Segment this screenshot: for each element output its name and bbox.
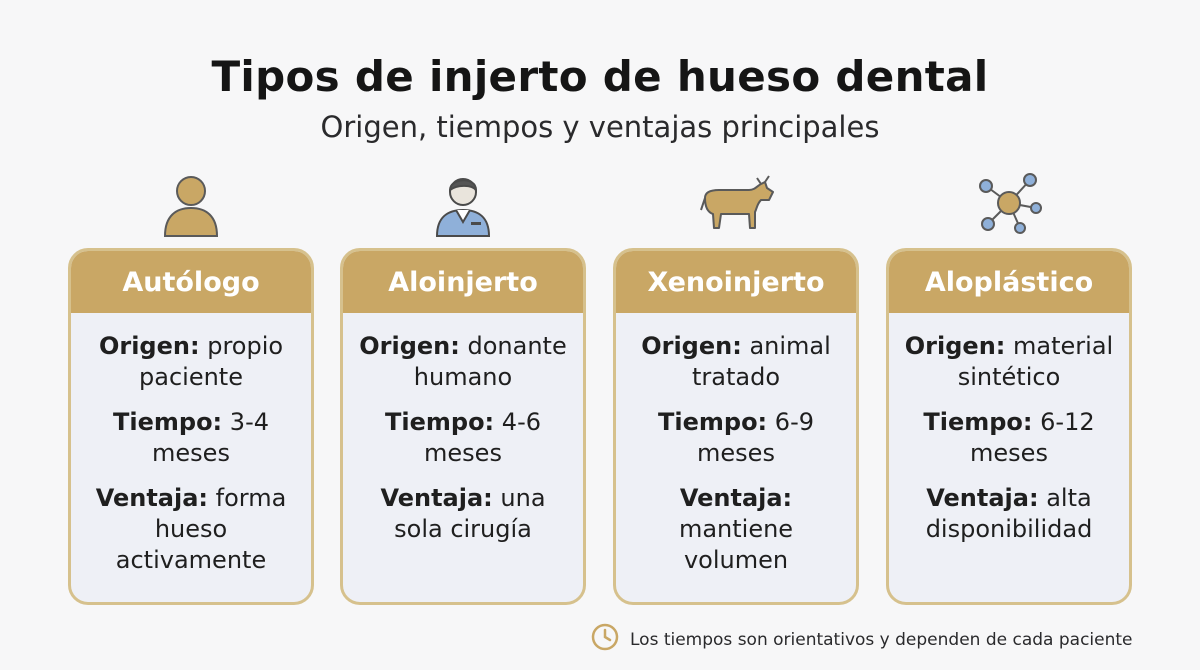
origin-field: Origen: material sintético	[904, 332, 1114, 391]
time-field: Tiempo: 4-6 meses	[385, 408, 541, 467]
origin-field: Origen: propio paciente	[98, 332, 284, 391]
clock-icon	[590, 622, 620, 657]
advantage-field: Ventaja: una sola cirugía	[380, 484, 546, 543]
page-subtitle: Origen, tiempos y ventajas principales	[320, 110, 880, 144]
card-aloinjerto: Aloinjerto Origen: donante humano Tiempo…	[340, 248, 586, 605]
card-autologo: Autólogo Origen: propio paciente Tiempo:…	[68, 248, 314, 605]
card-xenoinjerto: Xenoinjerto Origen: animal tratado Tiemp…	[613, 248, 859, 605]
donor-person-icon	[423, 170, 503, 240]
origin-field: Origen: animal tratado	[641, 332, 831, 391]
note-text: Los tiempos son orientativos y dependen …	[630, 629, 1133, 650]
origin-field: Origen: donante humano	[359, 332, 567, 391]
cow-icon	[695, 170, 775, 240]
card-title: Autólogo	[71, 251, 311, 313]
advantage-field: Ventaja: alta disponibilidad	[925, 484, 1093, 543]
card-title: Xenoinjerto	[616, 251, 856, 313]
page-title: Tipos de injerto de hueso dental	[211, 52, 989, 101]
advantage-field: Ventaja: mantiene volumen	[678, 484, 794, 574]
timing-note: Los tiempos son orientativos y dependen …	[590, 622, 1133, 657]
person-icon	[151, 170, 231, 240]
time-field: Tiempo: 6-9 meses	[658, 408, 814, 467]
card-title: Aloinjerto	[343, 251, 583, 313]
card-aloplastico: Aloplástico Origen: material sintético T…	[886, 248, 1132, 605]
time-field: Tiempo: 3-4 meses	[113, 408, 269, 467]
molecule-icon	[969, 170, 1049, 240]
advantage-field: Ventaja: forma hueso activamente	[95, 484, 287, 574]
card-title: Aloplástico	[889, 251, 1129, 313]
time-field: Tiempo: 6-12 meses	[923, 408, 1095, 467]
